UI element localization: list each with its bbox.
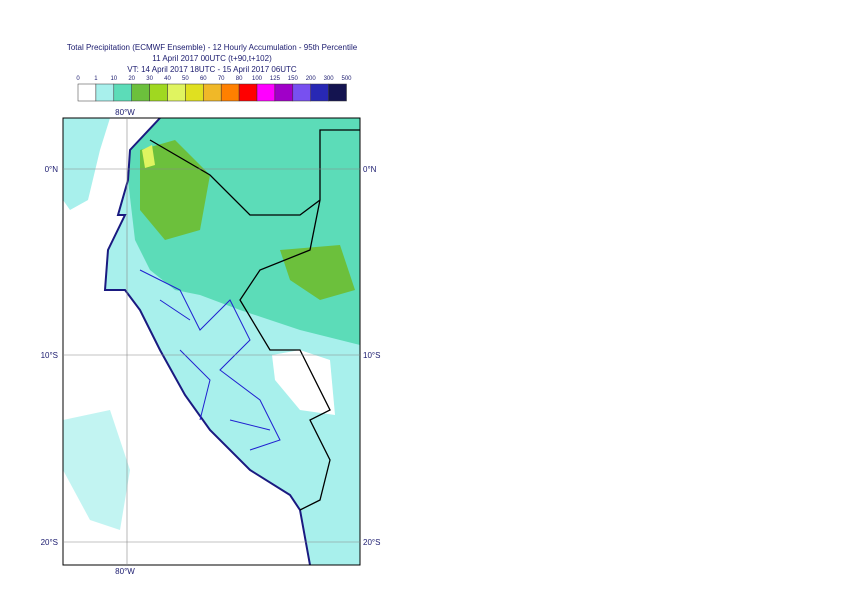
legend-swatch <box>310 83 329 102</box>
precip-20 <box>280 245 355 300</box>
legend-label: 1 <box>94 76 98 82</box>
lat-label: 10°S <box>41 351 58 360</box>
legend-label: 0 <box>76 76 80 82</box>
legend-swatch <box>77 83 97 102</box>
region-border <box>139 269 281 451</box>
legend-label: 200 <box>306 76 317 82</box>
legend-swatch <box>328 83 347 102</box>
legend: 0 1 10 20 30 40 50 60 70 80 100 125 150 200 300 500 <box>76 76 352 102</box>
lat-label: 20°S <box>363 538 380 547</box>
legend-label: 500 <box>341 76 352 82</box>
legend-swatch <box>203 83 222 102</box>
legend-swatch <box>131 83 150 102</box>
legend-label: 40 <box>164 76 171 82</box>
legend-label: 10 <box>110 76 117 82</box>
lon-label: 80°W <box>115 567 135 576</box>
coastline <box>103 118 311 565</box>
title: Total Precipitation (ECMWF Ensemble) - 1… <box>67 43 358 52</box>
legend-swatch <box>292 83 311 102</box>
legend-swatch <box>220 83 240 102</box>
legend-label: 80 <box>236 76 243 82</box>
subtitle: 11 April 2017 00UTC (t+90,t+102) <box>152 54 272 63</box>
legend-swatch <box>256 83 276 102</box>
legend-label: 60 <box>200 76 207 82</box>
legend-label: 70 <box>218 76 225 82</box>
lat-label: 20°S <box>41 538 58 547</box>
map <box>63 118 360 565</box>
legend-swatch <box>238 83 258 102</box>
lon-label: 80°W <box>115 108 135 117</box>
legend-swatch <box>149 83 168 102</box>
ocean-precip <box>63 118 110 210</box>
legend-swatch <box>167 83 186 102</box>
legend-label: 300 <box>324 76 335 82</box>
lat-label: 0°N <box>363 165 377 174</box>
legend-swatch <box>274 83 294 102</box>
valid-time: VT: 14 April 2017 18UTC - 15 April 2017 … <box>127 65 297 74</box>
lat-label: 0°N <box>45 165 59 174</box>
legend-swatch <box>113 83 132 102</box>
map-frame <box>62 117 361 566</box>
legend-label: 125 <box>270 76 281 82</box>
legend-label: 100 <box>252 76 263 82</box>
legend-label: 50 <box>182 76 189 82</box>
legend-label: 20 <box>128 76 135 82</box>
legend-swatch <box>95 83 115 102</box>
precip-40 <box>142 145 155 168</box>
legend-swatch <box>185 83 204 102</box>
legend-label: 30 <box>146 76 153 82</box>
dry-area <box>272 350 335 415</box>
ocean-precip <box>63 410 130 530</box>
border <box>149 129 360 511</box>
legend-label: 150 <box>288 76 299 82</box>
lat-label: 10°S <box>363 351 380 360</box>
